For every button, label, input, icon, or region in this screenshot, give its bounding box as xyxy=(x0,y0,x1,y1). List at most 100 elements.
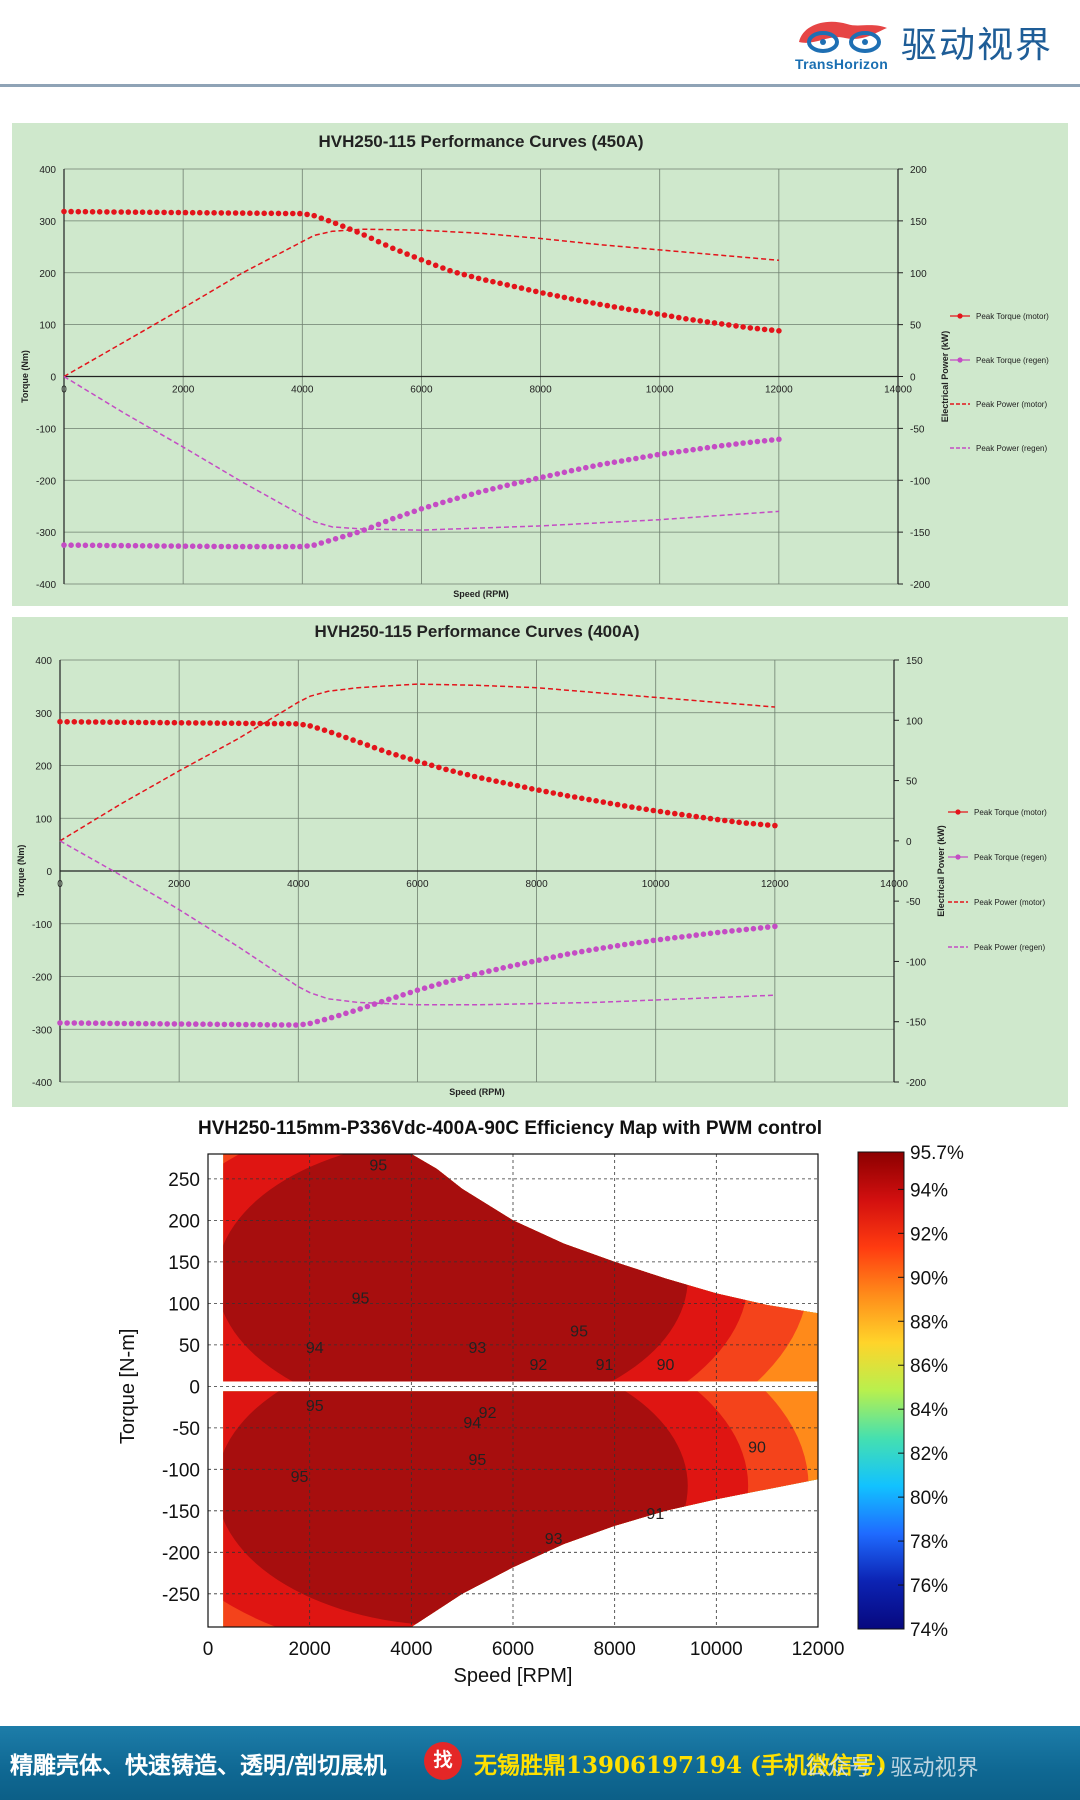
y2-tick-label: 0 xyxy=(906,837,912,848)
colorbar-tick-label: 86% xyxy=(910,1356,948,1377)
series-point-1 xyxy=(328,729,335,736)
series-point-1 xyxy=(707,815,714,822)
series-point-2 xyxy=(161,543,167,549)
series-point-2 xyxy=(733,441,739,447)
series-point-2 xyxy=(614,942,621,949)
series-point-2 xyxy=(228,1021,235,1028)
y-tick-label: -250 xyxy=(162,1585,200,1606)
car-icon xyxy=(799,21,887,53)
y-tick-label: -200 xyxy=(32,973,52,984)
series-point-2 xyxy=(421,985,428,991)
series-point-2 xyxy=(393,994,399,1000)
series-point-2 xyxy=(550,954,557,960)
series-point-1 xyxy=(92,719,99,725)
series-point-1 xyxy=(78,719,85,725)
y2-axis-label: Electrical Power (kW) xyxy=(940,331,950,423)
y-tick-label: 50 xyxy=(179,1336,200,1357)
efficiency-map-chart: HVH250-115mm-P336Vdc-400A-90C Efficiency… xyxy=(117,1118,964,1687)
brand-logo[interactable]: TransHorizon 驱动视界 xyxy=(793,10,1058,72)
series-point-1 xyxy=(343,734,349,741)
series-point-2 xyxy=(85,1020,92,1026)
footer-watermark: 公众号 · 驱动视界 xyxy=(805,1755,979,1780)
chart-title: HVH250-115 Performance Curves (450A) xyxy=(318,132,643,151)
series-point-1 xyxy=(493,778,499,784)
series-point-2 xyxy=(554,471,561,477)
series-point-2 xyxy=(414,987,421,993)
series-point-2 xyxy=(590,463,596,470)
contour-label: 93 xyxy=(469,1340,487,1357)
series-point-1 xyxy=(776,328,782,334)
series-point-2 xyxy=(268,543,275,550)
y-tick-label: -400 xyxy=(36,580,56,591)
series-point-2 xyxy=(297,543,303,550)
efficiency-map-panel: HVH250-115mm-P336Vdc-400A-90C Efficiency… xyxy=(0,1112,1080,1702)
series-point-1 xyxy=(557,791,564,798)
series-point-2 xyxy=(697,445,703,452)
series-point-2 xyxy=(625,456,632,463)
series-point-2 xyxy=(189,543,196,549)
series-point-2 xyxy=(164,1021,170,1027)
series-point-1 xyxy=(521,784,528,790)
contour-label: 91 xyxy=(646,1506,664,1523)
series-point-2 xyxy=(128,1020,135,1027)
y2-tick-label: 0 xyxy=(910,373,916,384)
series-point-1 xyxy=(135,719,142,726)
series-point-1 xyxy=(597,301,603,308)
series-point-2 xyxy=(547,472,553,479)
series-point-1 xyxy=(211,210,217,216)
series-point-2 xyxy=(454,495,461,502)
series-point-2 xyxy=(768,437,775,443)
series-point-1 xyxy=(683,316,689,322)
series-point-2 xyxy=(647,453,653,459)
series-point-1 xyxy=(736,819,742,826)
colorbar xyxy=(857,1151,905,1630)
series-point-1 xyxy=(722,817,728,824)
series-point-1 xyxy=(185,720,192,726)
series-point-2 xyxy=(711,443,718,450)
series-point-1 xyxy=(332,220,339,227)
contour-label: 93 xyxy=(545,1531,563,1548)
series-point-1 xyxy=(214,720,221,726)
series-point-2 xyxy=(571,950,578,956)
series-point-1 xyxy=(571,794,578,800)
series-point-2 xyxy=(168,543,174,549)
colorbar-tick-label: 92% xyxy=(910,1224,948,1245)
series-point-2 xyxy=(568,467,575,474)
series-point-1 xyxy=(457,770,464,776)
series-point-1 xyxy=(318,215,325,221)
series-point-2 xyxy=(135,1020,142,1027)
series-point-2 xyxy=(729,928,735,934)
x-tick-label: 4000 xyxy=(287,879,310,890)
plot-frame xyxy=(207,1153,819,1628)
series-point-1 xyxy=(293,721,299,727)
legend-label: Peak Power (regen) xyxy=(974,943,1045,952)
series-point-2 xyxy=(340,533,346,540)
series-point-2 xyxy=(171,1021,178,1027)
series-point-1 xyxy=(361,232,368,238)
series-point-2 xyxy=(676,448,682,455)
series-point-1 xyxy=(347,226,353,232)
series-point-1 xyxy=(247,210,253,216)
series-point-1 xyxy=(89,209,96,215)
series-point-1 xyxy=(625,306,632,313)
series-point-2 xyxy=(533,475,539,482)
y-tick-label: -300 xyxy=(36,528,56,539)
series-point-1 xyxy=(193,720,199,726)
series-point-1 xyxy=(754,325,761,332)
footer-badge: 找 xyxy=(424,1742,462,1780)
series-point-1 xyxy=(561,294,568,301)
y-tick-label: 400 xyxy=(35,656,52,667)
series-point-2 xyxy=(264,1022,271,1028)
series-point-2 xyxy=(375,521,382,528)
legend-label: Peak Torque (regen) xyxy=(976,356,1049,365)
series-point-2 xyxy=(586,947,592,954)
series-point-2 xyxy=(211,543,217,550)
series-point-2 xyxy=(679,934,685,940)
series-point-2 xyxy=(361,527,368,533)
series-point-2 xyxy=(332,536,339,542)
series-point-1 xyxy=(350,737,356,743)
series-point-1 xyxy=(640,308,646,315)
y2-tick-label: 150 xyxy=(906,656,923,667)
series-point-1 xyxy=(336,732,342,738)
series-point-1 xyxy=(404,251,410,257)
